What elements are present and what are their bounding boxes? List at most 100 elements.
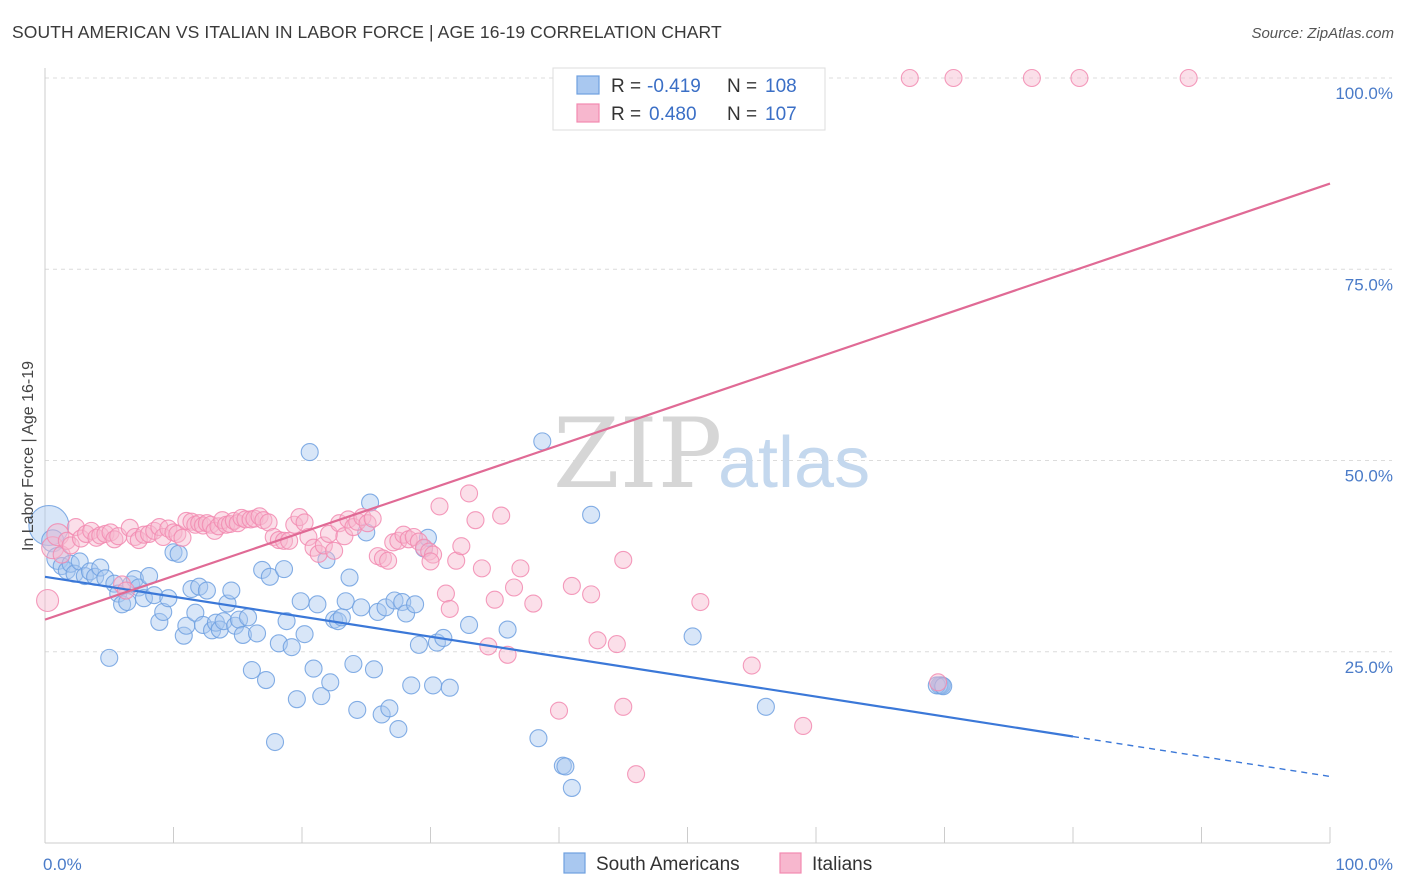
blue-point [459, 615, 479, 635]
pink-point [944, 68, 963, 88]
blue-point [134, 589, 153, 608]
blue-point [91, 558, 110, 577]
pink-point [314, 536, 333, 555]
pink-point [504, 578, 524, 597]
blue-point [385, 591, 404, 610]
blue-point [291, 592, 310, 611]
pink-point [524, 594, 543, 613]
pink-point [1070, 68, 1089, 88]
x-tick-labels: 0.0% 100.0% [43, 855, 1393, 874]
pink-point [259, 513, 278, 532]
legend-r-label-1: R = [611, 76, 641, 97]
blue-point [80, 562, 100, 581]
y-tick-label-100: 100.0% [1335, 84, 1393, 103]
blue-point [295, 625, 314, 644]
blue-point [28, 504, 70, 547]
blue-point [312, 687, 331, 706]
blue-point [376, 598, 395, 617]
trend-line-italians [44, 182, 1331, 621]
trend-line-south-americans-extension [1072, 735, 1331, 778]
y-axis-label: In Labor Force | Age 16-19 [20, 361, 37, 551]
y-tick-labels: 25.0% 50.0% 75.0% 100.0% [1335, 84, 1393, 677]
pink-point [66, 518, 85, 537]
bottom-legend-swatch-italians [779, 852, 802, 874]
pink-point [614, 550, 633, 570]
blue-point [159, 589, 178, 608]
blue-point [260, 567, 279, 586]
pink-point [379, 551, 398, 570]
legend-n-label-2: N = [727, 104, 757, 125]
chart-title: SOUTH AMERICAN VS ITALIAN IN LABOR FORCE… [12, 22, 722, 42]
pink-point [472, 559, 491, 578]
legend-swatch-blue [576, 75, 600, 95]
blue-point [498, 620, 517, 639]
legend-n-label-1: N = [727, 76, 757, 97]
pink-point [77, 524, 96, 543]
pink-point [36, 588, 60, 613]
blue-point [238, 608, 258, 627]
series-legend: South Americans Italians [563, 852, 872, 875]
y-tick-label-75: 75.0% [1345, 275, 1393, 294]
stats-legend: R = -0.419 N = 108 R = 0.480 N = 107 [552, 67, 826, 131]
series-italians [36, 68, 1198, 784]
blue-point [214, 612, 233, 631]
pink-point [742, 656, 761, 675]
grid-lines [45, 77, 1392, 653]
legend-swatch-pink [576, 103, 600, 123]
pink-point [929, 673, 948, 692]
y-tick-label-50: 50.0% [1345, 467, 1393, 486]
trend-lines [44, 182, 1331, 778]
blue-point [222, 581, 241, 600]
blue-point [300, 443, 319, 462]
blue-point [308, 595, 327, 614]
pink-point [582, 585, 601, 604]
blue-point [197, 581, 216, 600]
blue-point [150, 612, 169, 631]
legend-n-value-2: 107 [765, 104, 797, 125]
blue-point [402, 676, 421, 695]
blue-point [336, 592, 355, 611]
pink-point [452, 537, 471, 556]
blue-point [927, 676, 946, 695]
pink-point [440, 599, 459, 618]
blue-point [247, 624, 267, 643]
pink-point [140, 524, 159, 543]
blue-point [424, 676, 443, 695]
blue-point [100, 648, 119, 667]
bottom-legend-swatch-south-americans [563, 852, 586, 874]
watermark-atlas: atlas [718, 423, 870, 503]
pink-point [900, 68, 919, 88]
blue-point [242, 661, 261, 680]
pink-point [430, 497, 449, 516]
blue-point [344, 654, 363, 674]
blue-point [233, 625, 252, 644]
pink-point [794, 716, 813, 736]
pink-point [511, 559, 530, 578]
blue-point [389, 719, 408, 739]
pink-point [61, 536, 80, 555]
pink-point [150, 518, 169, 537]
pink-point [363, 509, 382, 528]
source-label: Source: ZipAtlas.com [1251, 25, 1394, 42]
blue-point [409, 635, 428, 654]
blue-point [321, 673, 340, 692]
blue-point [533, 432, 552, 451]
blue-point [364, 660, 384, 679]
pink-point [627, 765, 646, 784]
bottom-legend-label-italians: Italians [812, 854, 872, 875]
pink-point [588, 631, 607, 650]
pink-point [424, 545, 443, 564]
blue-point [348, 700, 367, 719]
pink-point [309, 544, 328, 563]
x-tick-label-0: 0.0% [43, 855, 82, 874]
pink-point [485, 590, 504, 609]
pink-point [129, 531, 148, 550]
blue-point [562, 778, 581, 797]
blue-point [118, 592, 137, 612]
pink-point [154, 527, 173, 547]
blue-point [282, 638, 301, 657]
trend-line-south-americans [44, 575, 1074, 738]
pink-point [1179, 68, 1198, 88]
pink-point [562, 576, 581, 596]
